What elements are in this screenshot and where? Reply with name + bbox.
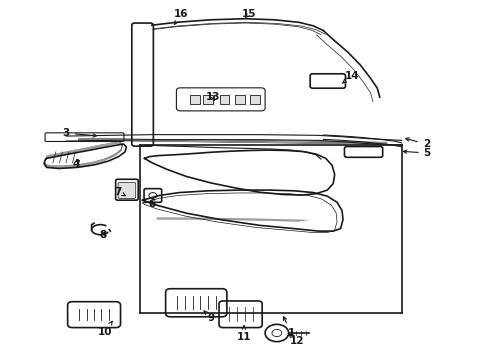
- Text: 6: 6: [148, 199, 155, 210]
- Text: 4: 4: [72, 159, 80, 169]
- Text: 12: 12: [288, 333, 305, 346]
- Bar: [220, 95, 229, 104]
- Bar: [190, 95, 200, 104]
- Text: 16: 16: [174, 9, 189, 24]
- Text: 3: 3: [63, 128, 97, 138]
- Text: 2: 2: [406, 138, 430, 149]
- Text: 15: 15: [242, 9, 256, 19]
- Text: 1: 1: [284, 317, 295, 338]
- Text: 10: 10: [98, 321, 113, 337]
- Bar: [250, 95, 260, 104]
- Text: 5: 5: [403, 148, 431, 158]
- Text: 14: 14: [342, 71, 359, 84]
- Bar: [203, 95, 213, 104]
- Text: 9: 9: [204, 311, 214, 323]
- Text: 13: 13: [206, 92, 220, 102]
- Text: 8: 8: [99, 230, 106, 240]
- Text: 7: 7: [114, 186, 125, 197]
- Text: 11: 11: [237, 326, 251, 342]
- Bar: [235, 95, 245, 104]
- FancyBboxPatch shape: [118, 183, 136, 198]
